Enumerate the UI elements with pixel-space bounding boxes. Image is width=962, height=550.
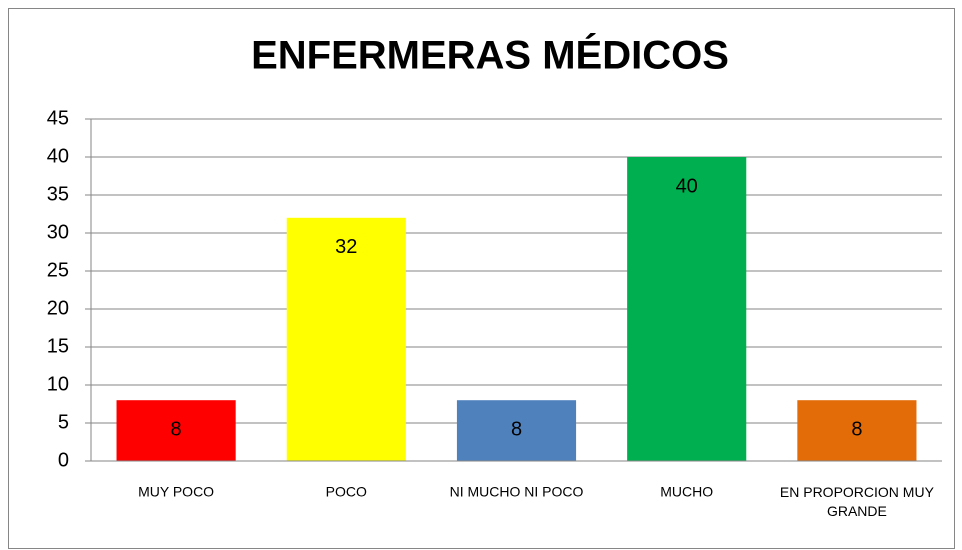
- x-tick-label: MUCHO: [660, 484, 713, 500]
- data-label: 32: [335, 236, 357, 258]
- x-tick-label: MUY POCO: [138, 484, 214, 500]
- y-tick-label: 25: [47, 259, 69, 281]
- data-label: 8: [171, 418, 182, 440]
- y-tick-label: 15: [47, 335, 69, 357]
- bar: [456, 400, 577, 461]
- bar: [627, 157, 747, 461]
- data-label: 8: [851, 418, 862, 440]
- y-tick-label: 10: [47, 373, 69, 395]
- chart-title: ENFERMERAS MÉDICOS: [251, 33, 729, 78]
- data-label: 8: [511, 418, 522, 440]
- x-tick-label: NI MUCHO NI POCO: [450, 484, 584, 500]
- y-tick-label: 30: [47, 221, 69, 243]
- bar: [116, 400, 236, 461]
- y-tick-label: 20: [47, 297, 69, 319]
- y-tick-label: 0: [58, 449, 69, 471]
- chart-frame: [8, 8, 955, 549]
- y-tick-label: 35: [47, 183, 69, 205]
- data-label: 40: [676, 175, 698, 197]
- y-tick-label: 40: [47, 145, 69, 167]
- x-tick-label: EN PROPORCION MUY GRANDE: [780, 484, 935, 519]
- y-tick-label: 45: [47, 107, 69, 129]
- y-tick-label: 5: [58, 411, 69, 433]
- bar: [797, 400, 917, 461]
- x-tick-label: POCO: [326, 484, 367, 500]
- bar: [286, 217, 406, 461]
